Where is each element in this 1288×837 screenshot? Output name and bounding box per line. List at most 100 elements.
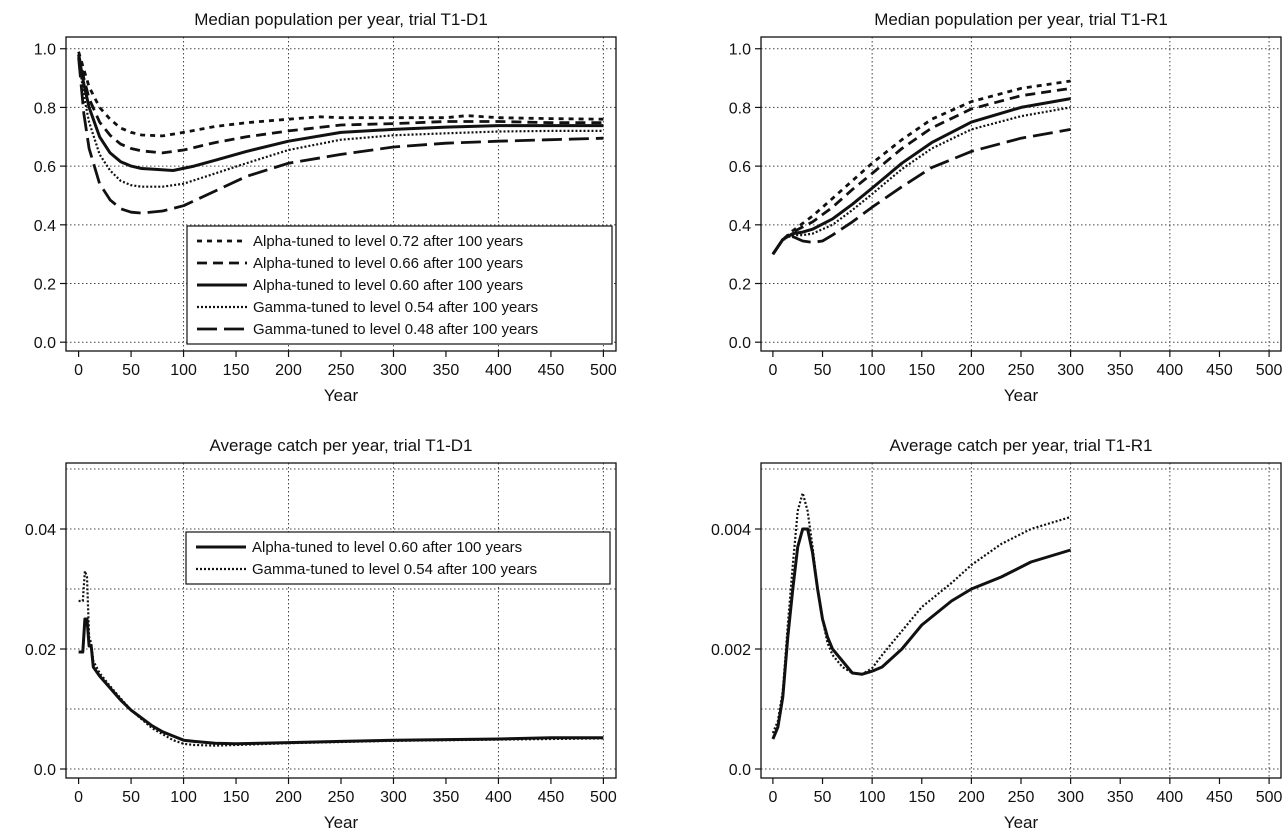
chart-title: Average catch per year, trial T1-R1	[889, 436, 1152, 455]
x-tick-label: 0	[74, 362, 83, 379]
x-tick-label: 400	[1157, 789, 1184, 806]
series-line-2	[771, 491, 1071, 734]
legend-box	[185, 531, 611, 585]
legend-entry: Alpha-tuned to level 0.60 after 100 year…	[252, 539, 522, 556]
chart-title: Median population per year, trial T1-R1	[874, 10, 1168, 29]
y-tick-label: 0.04	[25, 522, 56, 539]
x-tick-label: 100	[170, 362, 197, 379]
series-line-2	[771, 87, 1071, 255]
x-tick-label: 100	[859, 789, 886, 806]
x-tick-label: 100	[859, 362, 886, 379]
y-tick-label: 1.0	[34, 42, 56, 59]
legend-box	[186, 225, 613, 345]
x-tick-label: 450	[1206, 362, 1233, 379]
x-tick-label: 50	[814, 789, 832, 806]
x-tick-label: 200	[275, 789, 302, 806]
x-tick-label: 350	[433, 789, 460, 806]
series-line-1	[771, 527, 1072, 740]
legend-entry: Alpha-tuned to level 0.60 after 100 year…	[253, 277, 523, 294]
series-line-2	[77, 54, 604, 155]
series-line-5	[77, 57, 604, 215]
x-tick-label: 200	[958, 789, 985, 806]
x-tick-label: 350	[1107, 362, 1134, 379]
series-line-1	[771, 79, 1071, 255]
x-tick-label: 0	[74, 789, 83, 806]
y-tick-label: 0.002	[711, 642, 751, 659]
x-tick-label: 50	[122, 789, 140, 806]
x-tick-label: 200	[958, 362, 985, 379]
x-tick-label: 450	[538, 789, 565, 806]
x-axis-label: Year	[324, 813, 359, 832]
x-tick-label: 250	[1008, 362, 1035, 379]
legend-entry: Gamma-tuned to level 0.48 after 100 year…	[253, 321, 538, 338]
series-line-2	[78, 569, 604, 747]
series-line-1	[77, 51, 604, 138]
y-tick-label: 0.004	[711, 522, 751, 539]
x-tick-label: 150	[908, 789, 935, 806]
legend-entry: Alpha-tuned to level 0.66 after 100 year…	[253, 255, 523, 272]
series-line-4	[77, 57, 604, 188]
y-tick-label: 0.2	[34, 277, 56, 294]
x-tick-label: 50	[814, 362, 832, 379]
y-tick-label: 0.6	[34, 159, 56, 176]
y-tick-label: 0.0	[729, 762, 751, 779]
series-line-4	[771, 106, 1071, 255]
x-tick-label: 400	[485, 362, 512, 379]
x-axis-label: Year	[324, 386, 359, 405]
x-tick-label: 500	[1256, 362, 1283, 379]
y-tick-label: 0.6	[729, 159, 751, 176]
chart-panel-3: 0 50 100 150 200 250 300 350 400 450 500 0.0 0.02 0.0…	[25, 436, 617, 832]
x-tick-label: 100	[170, 789, 197, 806]
x-axis-label: Year	[1004, 813, 1039, 832]
legend: Alpha-tuned to level 0.60 after 100 year…	[185, 531, 611, 585]
plot-frame	[65, 462, 617, 779]
chart-title: Median population per year, trial T1-D1	[194, 10, 488, 29]
y-tick-label: 1.0	[729, 42, 751, 59]
x-tick-label: 200	[275, 362, 302, 379]
x-tick-label: 300	[1057, 789, 1084, 806]
series-line-5	[771, 128, 1071, 255]
legend: Alpha-tuned to level 0.72 after 100 year…	[186, 225, 613, 345]
series-line-1	[78, 617, 604, 746]
x-tick-label: 350	[1107, 789, 1134, 806]
series-line-3	[771, 97, 1071, 256]
x-tick-label: 300	[1057, 362, 1084, 379]
x-tick-label: 400	[485, 789, 512, 806]
y-tick-label: 0.02	[25, 642, 56, 659]
y-tick-label: 0.2	[729, 277, 751, 294]
legend-entry: Gamma-tuned to level 0.54 after 100 year…	[252, 561, 537, 578]
chart-panel-1: 0 50 100 150 200 250 300 350 400 450 500 0.0 0.2 0.4 0…	[34, 10, 617, 405]
x-tick-label: 500	[590, 362, 617, 379]
x-tick-label: 500	[1256, 789, 1283, 806]
x-tick-label: 50	[122, 362, 140, 379]
legend-entry: Alpha-tuned to level 0.72 after 100 year…	[253, 233, 523, 250]
y-tick-label: 0.4	[34, 218, 56, 235]
x-tick-label: 250	[1008, 789, 1035, 806]
y-tick-label: 0.0	[34, 335, 56, 352]
y-tick-label: 0.0	[34, 762, 56, 779]
x-tick-label: 150	[223, 362, 250, 379]
x-tick-label: 0	[768, 362, 777, 379]
chart-title: Average catch per year, trial T1-D1	[209, 436, 472, 455]
x-tick-label: 250	[328, 362, 355, 379]
x-tick-label: 0	[768, 789, 777, 806]
x-tick-label: 450	[538, 362, 565, 379]
x-tick-label: 500	[590, 789, 617, 806]
series-line-3	[77, 54, 604, 172]
legend-entry: Gamma-tuned to level 0.54 after 100 year…	[253, 299, 538, 316]
chart-panel-2: 0 50 100 150 200 250 300 350 400 450 500 0.0 0.2 0.4 0…	[729, 10, 1283, 405]
x-tick-label: 250	[328, 789, 355, 806]
y-tick-label: 0.8	[34, 100, 56, 117]
y-tick-label: 0.4	[729, 218, 751, 235]
x-axis-label: Year	[1004, 386, 1039, 405]
y-tick-label: 0.0	[729, 335, 751, 352]
x-tick-label: 300	[380, 789, 407, 806]
x-tick-label: 300	[380, 362, 407, 379]
x-tick-label: 150	[908, 362, 935, 379]
chart-panel-4: 0 50 100 150 200 250 300 350 400 450 500 0.0 0.002 0.…	[711, 436, 1283, 832]
plot-frame	[760, 462, 1282, 779]
x-tick-label: 150	[223, 789, 250, 806]
x-tick-label: 400	[1157, 362, 1184, 379]
x-tick-label: 450	[1206, 789, 1233, 806]
